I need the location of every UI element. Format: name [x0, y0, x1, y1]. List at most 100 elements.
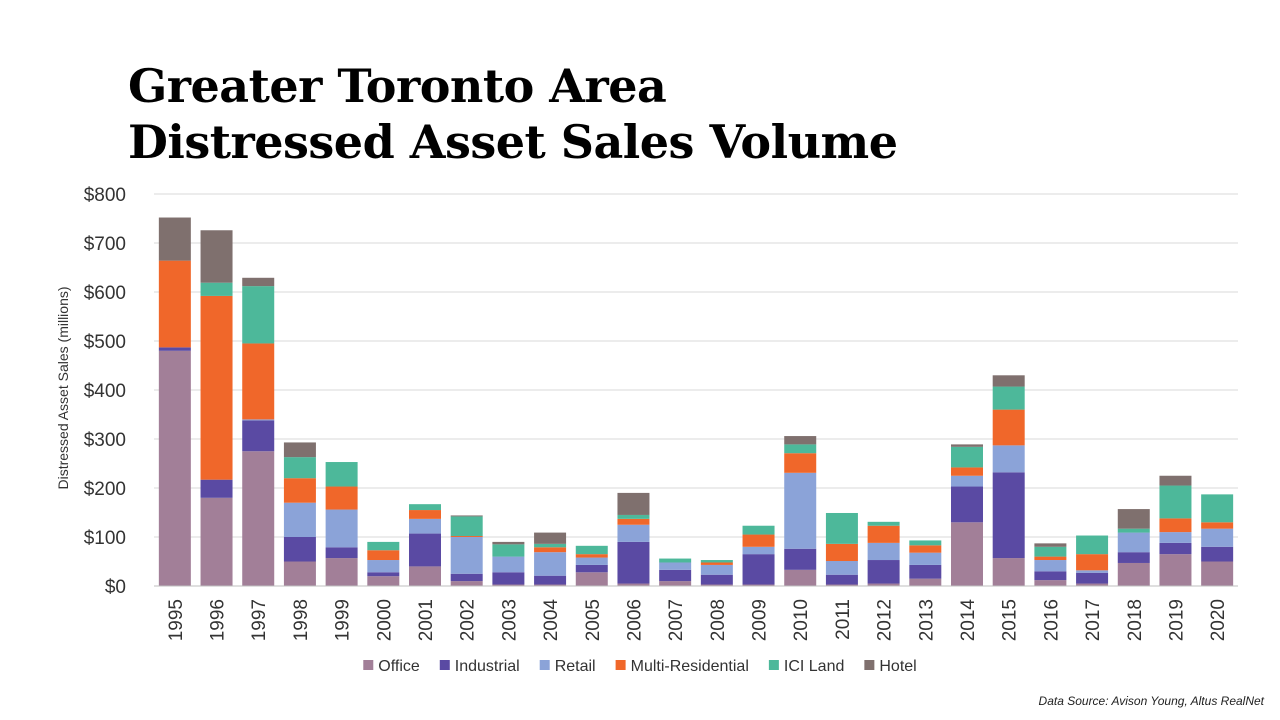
bar-segment-industrial-1996 — [200, 479, 233, 498]
bar-segment-retail-2018 — [1117, 532, 1150, 553]
bar-segment-multi-residential-2014 — [951, 467, 983, 476]
y-tick-label: $600 — [84, 283, 126, 304]
legend-label: Office — [378, 658, 420, 675]
bar-segment-office-2006 — [617, 583, 650, 586]
bar-segment-industrial-2020 — [1201, 546, 1234, 562]
bar-segment-industrial-2004 — [534, 575, 567, 585]
bar-segment-multi-residential-1997 — [242, 343, 275, 420]
bar-segment-office-2012 — [867, 583, 900, 586]
x-tick-label: 2002 — [458, 599, 479, 641]
bar-stack-2020 — [1201, 494, 1234, 586]
bar-segment-ici-land-2014 — [951, 446, 983, 468]
bar-segment-industrial-2009 — [742, 554, 775, 585]
bar-stack-2019 — [1159, 475, 1192, 586]
bar-segment-industrial-1998 — [283, 537, 316, 562]
x-tick-label: 2000 — [374, 599, 395, 641]
bar-stack-2002 — [450, 515, 483, 586]
bar-stack-2017 — [1076, 535, 1109, 586]
bar-segment-office-2007 — [659, 581, 692, 586]
bar-segment-hotel-2006 — [617, 492, 650, 515]
bar-segment-office-1997 — [242, 451, 275, 586]
x-tick-label: 2011 — [833, 599, 854, 640]
bar-segment-ici-land-2015 — [992, 386, 1025, 410]
bar-segment-multi-residential-2000 — [367, 550, 400, 561]
bar-segment-multi-residential-1995 — [158, 260, 191, 348]
x-tick-label: 2007 — [666, 599, 687, 641]
bar-segment-ici-land-2020 — [1201, 494, 1234, 523]
bar-segment-ici-land-2016 — [1034, 546, 1067, 557]
legend: Office Industrial Retail Multi-Residential I… — [363, 658, 917, 675]
bar-segment-hotel-1998 — [283, 442, 316, 458]
bar-segment-ici-land-2006 — [617, 514, 650, 519]
bar-segment-office-1998 — [283, 561, 316, 586]
y-tick-label: $800 — [84, 185, 126, 206]
bar-segment-multi-residential-1998 — [283, 478, 316, 503]
bar-segment-retail-2015 — [992, 445, 1025, 473]
bar-segment-industrial-2000 — [367, 572, 400, 577]
bar-segment-retail-2004 — [534, 552, 567, 576]
bar-segment-multi-residential-2004 — [534, 547, 567, 553]
bar-segment-industrial-1997 — [242, 420, 275, 452]
bar-segment-multi-residential-2016 — [1034, 556, 1067, 561]
bar-segment-industrial-2001 — [409, 533, 441, 567]
bar-stack-1998 — [283, 442, 316, 586]
bar-segment-office-2010 — [784, 569, 817, 586]
y-tick-label: $700 — [84, 234, 126, 255]
bar-segment-multi-residential-1999 — [325, 486, 358, 510]
bar-segment-industrial-2008 — [700, 574, 733, 585]
bar-segment-ici-land-2002 — [450, 516, 483, 537]
x-tick-label: 2017 — [1083, 599, 1104, 641]
legend-swatch — [539, 660, 550, 670]
bar-segment-industrial-2015 — [992, 472, 1025, 559]
bar-stack-2012 — [867, 521, 900, 586]
bar-stack-2007 — [659, 558, 692, 586]
legend-label: ICI Land — [784, 658, 844, 675]
bar-segment-industrial-2005 — [575, 564, 608, 573]
bar-segment-ici-land-2017 — [1076, 535, 1109, 555]
bar-segment-retail-1999 — [325, 509, 358, 548]
bar-segment-office-2015 — [992, 558, 1025, 586]
bar-segment-office-2014 — [951, 522, 983, 586]
bar-stack-2015 — [992, 375, 1025, 586]
bar-segment-hotel-1997 — [242, 277, 275, 287]
legend-swatch — [864, 660, 875, 670]
bar-stack-2005 — [575, 545, 608, 586]
x-tick-label: 2015 — [1000, 599, 1021, 641]
x-tick-label: 2012 — [875, 599, 896, 641]
bar-stack-1997 — [242, 277, 275, 586]
legend-swatch — [363, 660, 374, 670]
bar-segment-retail-2005 — [575, 557, 608, 565]
bar-segment-industrial-2016 — [1034, 571, 1067, 581]
bar-segment-office-2000 — [367, 576, 400, 586]
bar-segment-office-2011 — [825, 584, 858, 586]
x-tick-label: 1995 — [166, 599, 187, 641]
bar-stack-2013 — [909, 540, 942, 586]
bar-segment-ici-land-1999 — [325, 462, 358, 487]
bar-segment-industrial-2003 — [492, 572, 525, 585]
y-gridlines — [154, 193, 1238, 587]
bar-segment-office-2001 — [409, 566, 441, 586]
bar-segment-multi-residential-2006 — [617, 518, 650, 525]
bar-segment-industrial-2002 — [450, 573, 483, 582]
legend-item-multi-residential: Multi-Residential — [615, 658, 749, 675]
x-tick-label: 1997 — [249, 599, 270, 641]
bar-stack-2008 — [700, 560, 733, 586]
bar-segment-ici-land-2007 — [659, 558, 692, 563]
bar-stack-1995 — [158, 217, 191, 586]
bar-segment-office-2005 — [575, 572, 608, 586]
x-tick-label: 2003 — [499, 599, 520, 641]
legend-item-office: Office — [363, 658, 420, 675]
bar-segment-retail-2007 — [659, 562, 692, 570]
bar-segment-retail-2009 — [742, 546, 775, 555]
bar-segment-ici-land-2003 — [492, 544, 525, 557]
bar-segment-hotel-2016 — [1034, 543, 1067, 547]
bar-segment-office-2013 — [909, 578, 942, 586]
bar-segment-multi-residential-2015 — [992, 409, 1025, 446]
bar-segment-retail-2010 — [784, 472, 817, 549]
bar-segment-office-2003 — [492, 584, 525, 586]
bar-segment-industrial-2017 — [1076, 572, 1109, 584]
bar-segment-office-1995 — [158, 350, 191, 586]
bar-segment-hotel-2002 — [450, 515, 483, 517]
y-tick-label: $400 — [84, 381, 126, 402]
